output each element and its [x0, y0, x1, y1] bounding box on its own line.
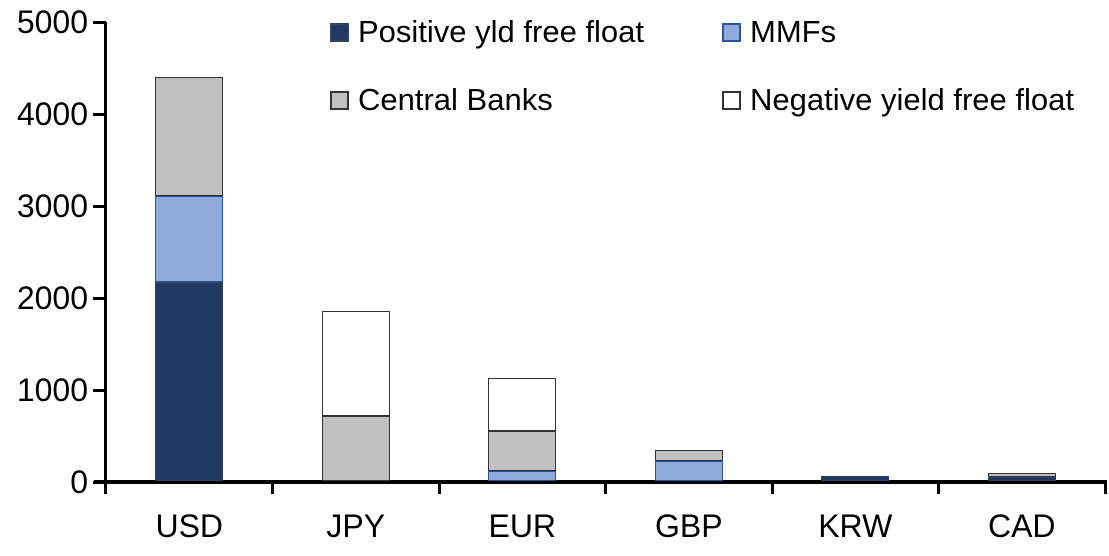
legend-label-central-banks: Central Banks — [358, 82, 553, 117]
legend-item-negative-yield-free-float: Negative yield free float — [722, 82, 1074, 118]
x-axis-label-usd: USD — [155, 508, 224, 544]
x-axis-tick — [937, 482, 940, 494]
y-axis-label: 5000 — [16, 4, 88, 40]
x-axis-tick — [1103, 482, 1107, 494]
x-axis-label-jpy: JPY — [326, 508, 386, 544]
legend-swatch-mmfs — [722, 22, 741, 42]
y-axis-tick — [93, 204, 106, 208]
x-axis-label-eur: EUR — [488, 508, 557, 544]
y-axis-line — [104, 22, 107, 494]
y-axis-label: 0 — [70, 464, 88, 500]
legend-label-mmfs: MMFs — [750, 14, 837, 49]
x-axis-label-cad: CAD — [987, 508, 1056, 544]
x-axis-tick — [604, 482, 607, 494]
bar-segment-gbp-central-banks — [654, 449, 723, 461]
legend-item-central-banks: Central Banks — [330, 82, 553, 118]
x-axis-label-gbp: GBP — [654, 508, 723, 544]
y-axis-label: 4000 — [16, 96, 88, 132]
x-axis-line — [94, 480, 1107, 484]
legend-item-mmfs: MMFs — [722, 14, 836, 50]
x-axis-tick — [437, 482, 441, 494]
bar-segment-gbp-mmfs — [654, 460, 723, 481]
y-axis-tick — [93, 20, 106, 24]
y-axis-label: 2000 — [16, 280, 88, 316]
bar-segment-cad-positive-yld-free-float — [987, 476, 1056, 481]
bar-segment-jpy-negative-yield-free-float — [321, 310, 390, 416]
x-axis-label-krw: KRW — [818, 508, 893, 544]
bar-segment-jpy-central-banks — [321, 415, 390, 481]
legend-item-positive-yld-free-float: Positive yld free float — [330, 14, 644, 50]
x-axis-tick — [770, 482, 774, 494]
bar-segment-usd-positive-yld-free-float — [155, 282, 224, 481]
legend-swatch-central-banks — [330, 90, 349, 110]
bar-segment-eur-central-banks — [488, 431, 557, 472]
bar-segment-eur-mmfs — [488, 471, 557, 481]
legend-label-positive-yld-free-float: Positive yld free float — [358, 14, 645, 49]
y-axis-label: 3000 — [16, 188, 88, 224]
y-axis-tick — [93, 388, 106, 392]
legend-swatch-positive-yld-free-float — [330, 22, 349, 42]
y-axis-tick — [93, 480, 106, 484]
x-axis-tick — [271, 482, 274, 494]
y-axis-tick — [93, 296, 106, 300]
bar-segment-eur-negative-yield-free-float — [488, 378, 557, 432]
bar-segment-cad-central-banks — [987, 473, 1056, 477]
legend-label-negative-yield-free-float: Negative yield free float — [750, 82, 1074, 117]
bar-segment-krw-positive-yld-free-float — [821, 476, 890, 481]
y-axis-tick — [93, 112, 106, 116]
legend-swatch-negative-yield-free-float — [722, 90, 741, 110]
y-axis-label: 1000 — [16, 372, 88, 408]
bar-segment-usd-central-banks — [155, 77, 224, 196]
bar-segment-usd-mmfs — [155, 195, 224, 283]
